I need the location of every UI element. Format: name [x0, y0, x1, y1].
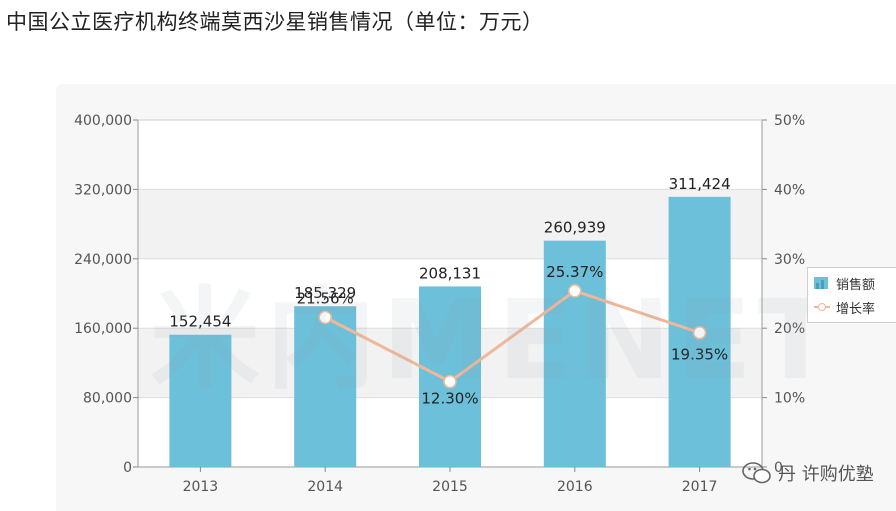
left-axis-tick-label: 240,000 [74, 252, 132, 268]
growth-point [568, 284, 582, 298]
bar-value-label: 311,424 [669, 175, 731, 193]
right-axis-tick-label: 20% [774, 321, 805, 337]
legend-label-sales: 销售额 [836, 277, 876, 293]
x-axis-tick-label: 2017 [682, 479, 718, 495]
bar-value-label: 208,131 [419, 264, 481, 282]
growth-point [443, 374, 457, 389]
x-axis-tick-label: 2013 [183, 479, 219, 495]
right-axis-tick-label: 10% [774, 391, 805, 407]
growth-value-label: 25.37% [546, 263, 603, 281]
brand-name: 丹 许购优塾 [778, 464, 874, 485]
legend-label-growth: 增长率 [836, 301, 876, 317]
bar-chart-icon [814, 277, 828, 289]
bar-value-label: 152,454 [169, 313, 231, 331]
growth-point [692, 325, 707, 340]
bar [543, 240, 606, 467]
legend-item-sales[interactable]: 销售额 [814, 273, 875, 293]
wechat-chat-icon [742, 462, 771, 484]
left-axis-tick-label: 0 [123, 460, 132, 476]
right-axis-tick-label: 30% [774, 252, 805, 268]
growth-value-label: 12.30% [421, 390, 478, 408]
brand-badge: 丹 许购优塾 [742, 460, 874, 486]
bar-value-label: 260,939 [544, 219, 606, 237]
left-axis-tick-label: 80,000 [83, 391, 132, 407]
right-axis-tick-label: 40% [774, 182, 805, 198]
left-axis-tick-label: 160,000 [74, 321, 132, 337]
bar-value-label: 185,329 [294, 284, 356, 302]
right-axis-tick-label: 0 [774, 460, 783, 476]
bar [294, 306, 357, 467]
right-axis-tick-label: 50% [774, 113, 805, 129]
bar [169, 334, 232, 467]
page-title: 中国公立医疗机构终端莫西沙星销售情况（单位：万元） [6, 10, 544, 34]
x-axis-tick-label: 2015 [432, 479, 468, 495]
x-axis-tick-label: 2016 [557, 479, 593, 495]
x-axis-tick-label: 2014 [307, 479, 343, 495]
growth-line [324, 289, 701, 384]
left-axis-tick-label: 400,000 [74, 113, 132, 129]
left-axis-tick-label: 320,000 [74, 182, 132, 198]
legend-item-growth[interactable]: 增长率 [814, 297, 875, 317]
growth-value-label: 21.56% [297, 289, 354, 307]
line-marker-icon [814, 301, 830, 313]
growth-value-label: 19.35% [671, 346, 728, 364]
chart-legend: 销售额 增长率 [807, 267, 896, 323]
grid-band [138, 189, 762, 259]
growth-point [318, 310, 332, 325]
